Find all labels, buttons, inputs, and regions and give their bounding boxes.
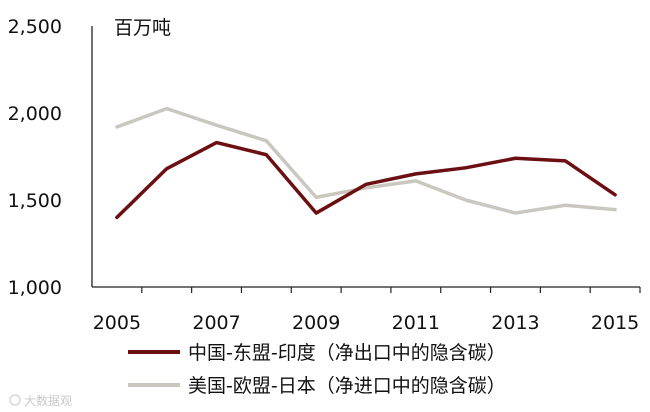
y-tick-label: 1,000 (8, 277, 62, 299)
series-lines (115, 106, 617, 220)
watermark-text: 大数据观 (24, 393, 72, 408)
x-tick-label: 2013 (491, 312, 539, 334)
watermark: 大数据观 (9, 393, 72, 408)
series-line-1 (115, 140, 617, 220)
axes (91, 26, 640, 288)
x-tick-label: 2005 (93, 312, 141, 334)
y-tick-label: 2,500 (8, 16, 62, 38)
x-tick-label: 2011 (392, 312, 440, 334)
x-tick-label: 2009 (292, 312, 340, 334)
x-tick-labels: 2005 2007 2009 2011 2013 2015 (93, 312, 640, 334)
y-tick-labels: 1,000 1,500 2,000 2,500 (8, 16, 62, 299)
y-tick-label: 1,500 (8, 190, 62, 212)
unit-label: 百万吨 (114, 17, 171, 39)
watermark-logo-icon (9, 394, 21, 406)
series-line-2 (115, 106, 617, 215)
x-tick-label: 2015 (591, 312, 639, 334)
x-tick-marks (141, 287, 641, 293)
y-tick-label: 2,000 (8, 103, 62, 125)
legend-label: 美国-欧盟-日本（净进口中的隐含碳） (188, 375, 506, 397)
x-tick-label: 2007 (192, 312, 240, 334)
legend: 中国-东盟-印度（净出口中的隐含碳） 美国-欧盟-日本（净进口中的隐含碳） (128, 342, 506, 397)
legend-label: 中国-东盟-印度（净出口中的隐含碳） (188, 342, 506, 364)
